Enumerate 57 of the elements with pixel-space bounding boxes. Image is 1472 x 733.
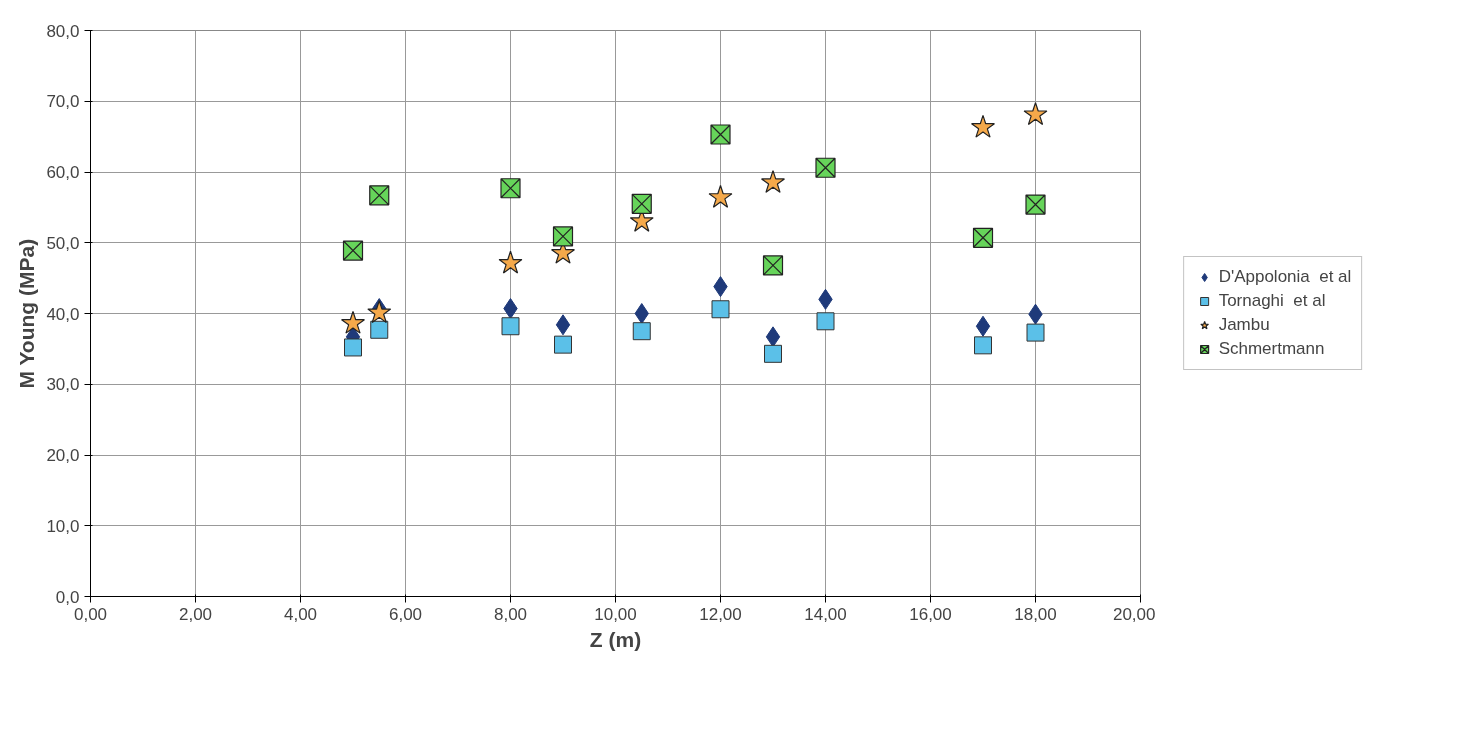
x-tick-label: 18,00 xyxy=(1014,604,1057,624)
x-tick-label: 10,00 xyxy=(594,604,637,624)
point xyxy=(970,114,996,138)
y-tick-label: 80,0 xyxy=(46,21,80,41)
point xyxy=(555,314,571,336)
x-tick-label: 2,00 xyxy=(178,604,213,624)
point xyxy=(1023,102,1048,125)
point xyxy=(765,326,781,348)
point xyxy=(760,170,786,193)
legend-label: Jambu xyxy=(1218,315,1270,335)
point xyxy=(634,303,649,324)
point xyxy=(974,336,992,355)
x-tick-label: 12,00 xyxy=(699,604,742,624)
x-tick-label: 20,00 xyxy=(1112,604,1156,624)
x-axis-title: Z (m) xyxy=(589,627,642,651)
y-tick-label: 20,0 xyxy=(46,446,80,465)
point xyxy=(340,310,366,334)
x-tick-label: 16,00 xyxy=(909,604,952,624)
y-tick-label: 50,0 xyxy=(46,233,80,253)
point xyxy=(369,185,390,206)
point xyxy=(762,255,784,276)
point xyxy=(975,315,991,337)
y-tick-label: 70,0 xyxy=(46,92,80,112)
point xyxy=(1025,194,1046,215)
point xyxy=(367,300,392,324)
y-tick-label: 0,0 xyxy=(55,587,80,607)
point xyxy=(631,193,652,214)
x-tick-label: 6,00 xyxy=(388,604,423,624)
y-tick-label: 40,0 xyxy=(46,304,80,324)
y-tick-label: 30,0 xyxy=(46,375,80,395)
point xyxy=(1026,323,1045,342)
point xyxy=(344,338,362,357)
point xyxy=(816,312,835,331)
point xyxy=(554,335,572,354)
legend-label: Tornaghi et al xyxy=(1218,291,1326,311)
point xyxy=(500,178,521,199)
legend-label: D'Appolonia et al xyxy=(1218,267,1352,287)
point xyxy=(498,250,523,274)
x-tick-label: 8,00 xyxy=(493,604,528,624)
y-tick-label: 10,0 xyxy=(46,516,80,536)
y-tick-label: 60,0 xyxy=(46,163,80,182)
point xyxy=(632,322,651,341)
y-axis-title: M Young (MPa) xyxy=(15,238,39,389)
point xyxy=(815,157,836,178)
x-tick-label: 4,00 xyxy=(283,604,318,624)
legend-label: Schmertmann xyxy=(1218,339,1325,359)
x-tick-label: 14,00 xyxy=(804,604,847,624)
point xyxy=(552,226,574,247)
point xyxy=(342,240,364,261)
point xyxy=(710,124,731,145)
point xyxy=(370,320,389,339)
x-tick-label: 0,00 xyxy=(73,604,108,624)
point xyxy=(501,317,520,336)
point xyxy=(972,227,994,248)
point xyxy=(764,344,782,363)
point xyxy=(711,300,730,319)
point xyxy=(708,184,733,208)
